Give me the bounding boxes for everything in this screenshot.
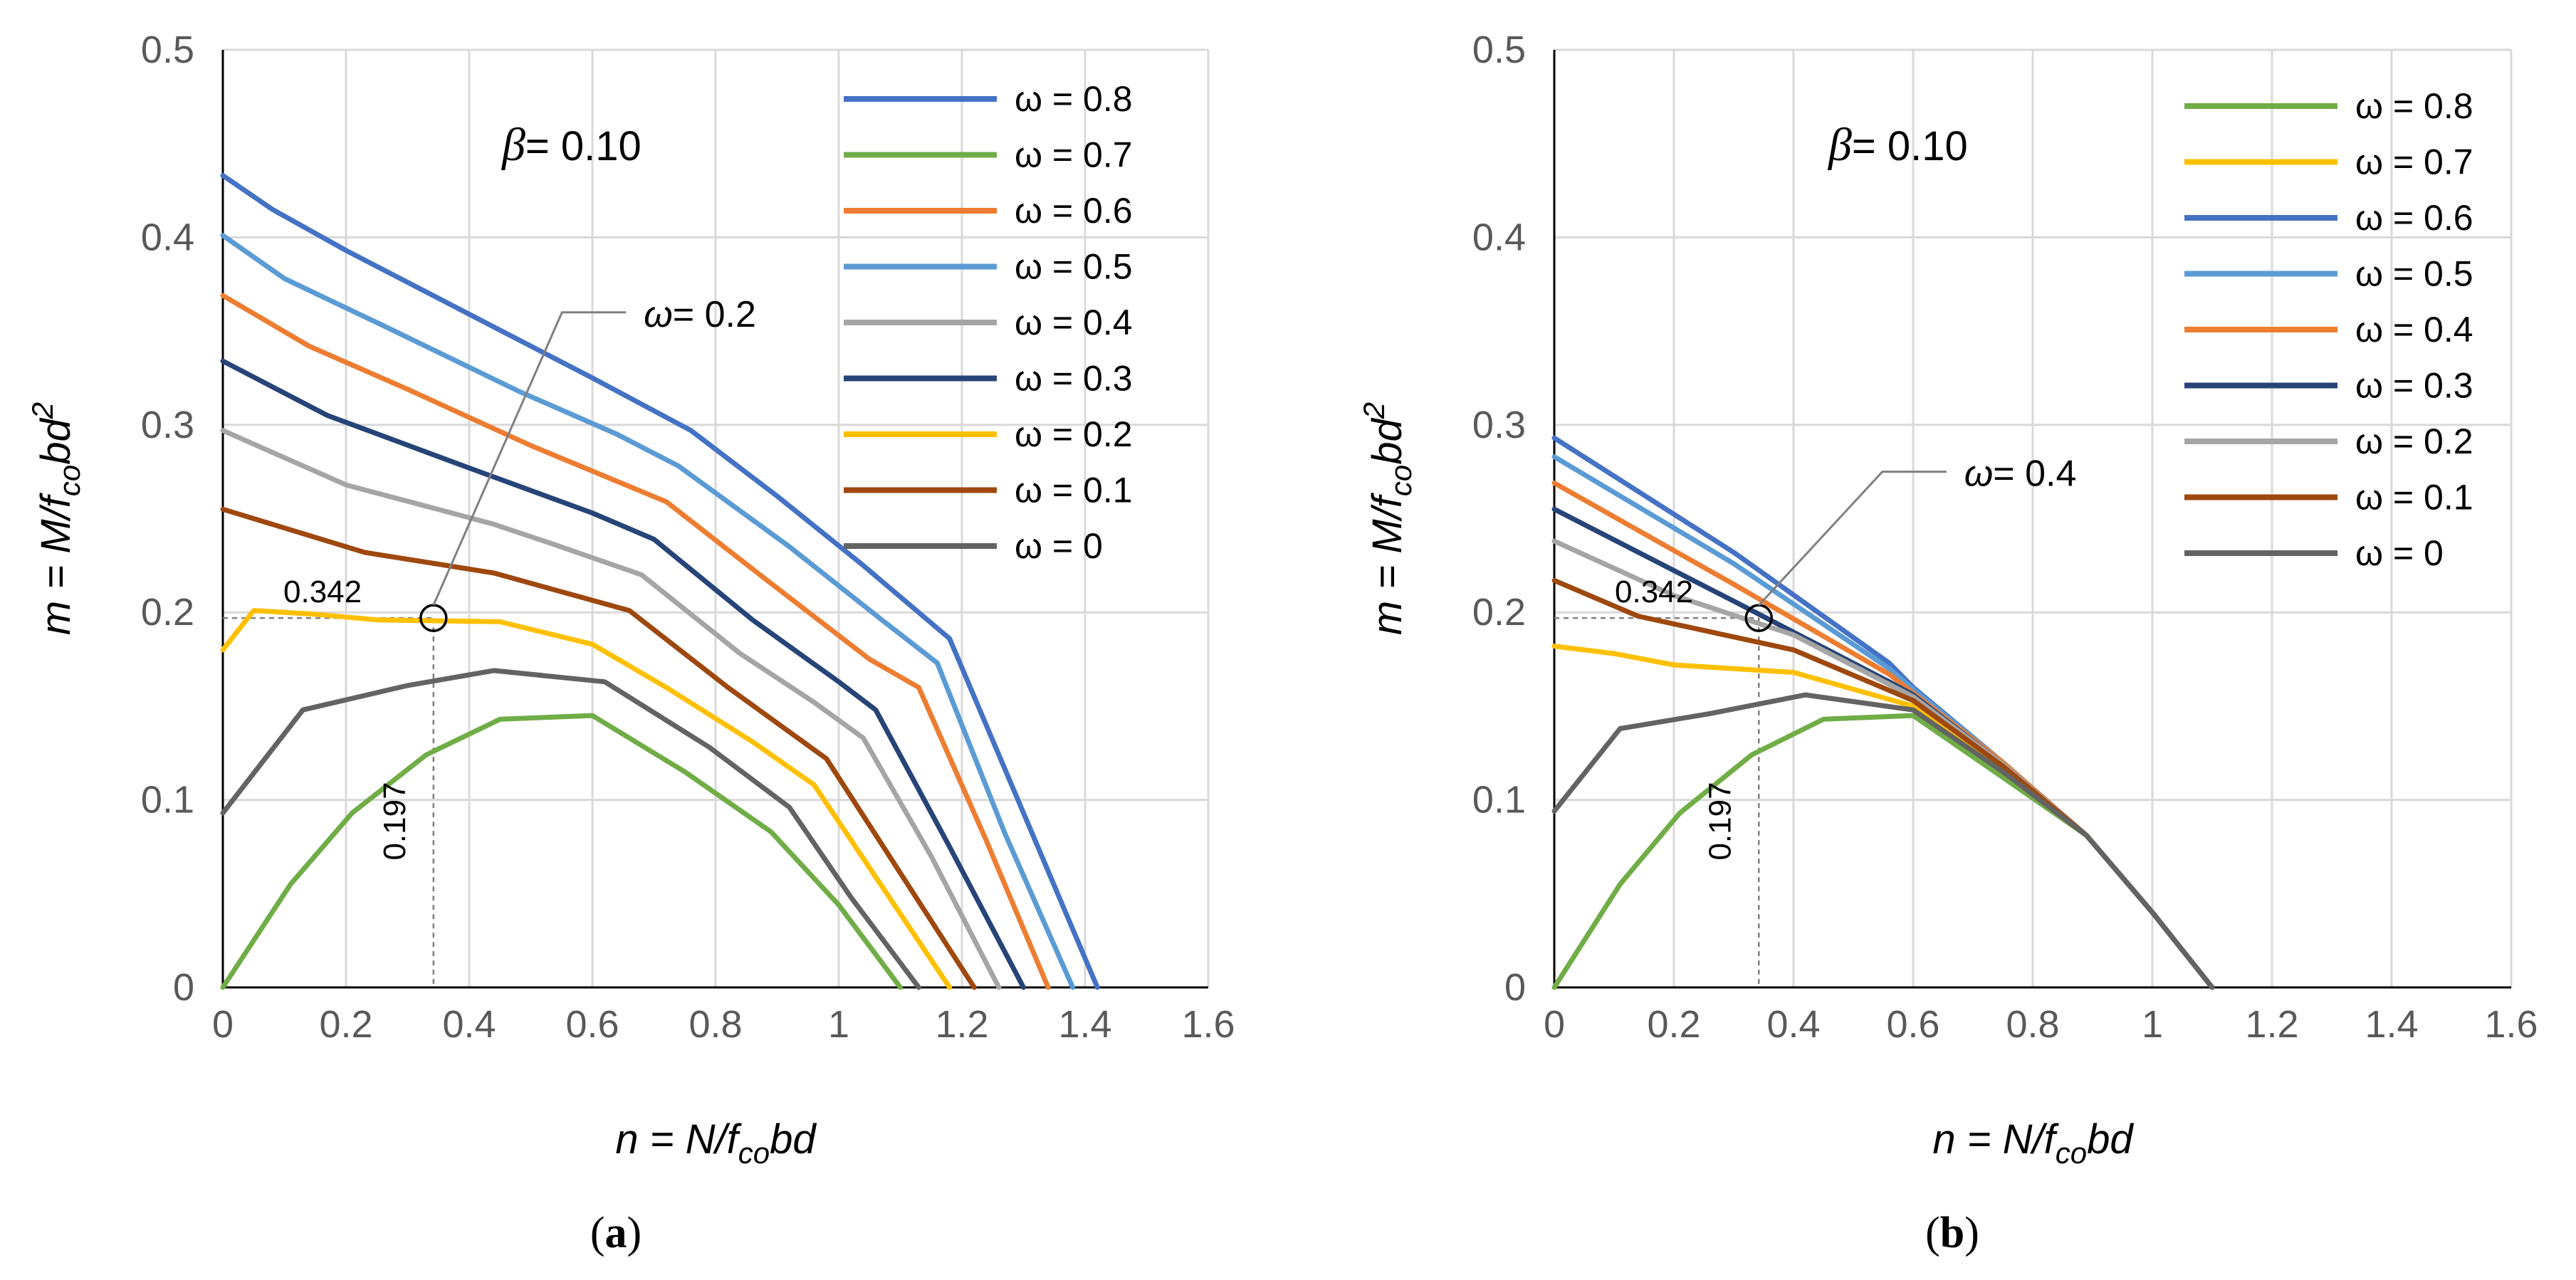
annotation-label: ω= 0.2 [644, 294, 756, 335]
beta-value: = 0.10 [525, 123, 642, 169]
beta-symbol: β [501, 119, 525, 171]
x-tick-label: 1.4 [2365, 1003, 2418, 1046]
y-tick-label: 0 [1504, 966, 1526, 1009]
chart-panel-a: 0 0.2 0.4 0.6 0.8 1 1.2 1.4 1.6 0 0.1 0.2 0.3 0.4 0.5 n… [26, 28, 1235, 1257]
annotation-omega: ω [1964, 453, 1994, 495]
x-tick-label: 0.6 [565, 1003, 619, 1046]
y-tick-label: 0.3 [141, 404, 194, 446]
series-line [220, 608, 953, 990]
legend-entry: ω = 0.8 [2355, 86, 2473, 126]
annotation-label: ω= 0.4 [1964, 453, 2077, 495]
annotation-value: = 0.2 [673, 294, 756, 335]
legend-entry: ω = 0.1 [1015, 471, 1133, 510]
legend-entry: ω = 0.8 [1015, 79, 1133, 119]
y-tick-label: 0.1 [1472, 779, 1526, 822]
x-tick-label: 0.8 [688, 1003, 742, 1046]
series-line [1551, 577, 2215, 990]
series-line [220, 668, 921, 990]
y-tick-label: 0.2 [141, 591, 194, 634]
series-line [220, 713, 903, 990]
legend-entry: ω = 0 [1015, 526, 1103, 566]
beta-label: β= 0.10 [1827, 119, 1968, 171]
beta-label: β= 0.10 [501, 119, 642, 171]
series-line [220, 506, 977, 990]
x-tick-label: 0.8 [2006, 1003, 2059, 1046]
reference-y-label: 0.342 [283, 575, 362, 609]
x-tick-label: 0.4 [1766, 1003, 1820, 1046]
legend-entry: ω = 0.4 [1015, 303, 1133, 342]
x-tick-label: 1 [828, 1003, 849, 1046]
x-tick-label: 0 [212, 1003, 234, 1046]
x-tick-label: 0.4 [442, 1003, 496, 1046]
legend-entry: ω = 0.1 [2355, 478, 2473, 518]
y-axis-title: m = M/fcobd2 [1357, 402, 1418, 635]
series-line [220, 293, 1051, 990]
x-tick-label: 1.2 [935, 1003, 988, 1046]
gridlines [1554, 48, 2513, 987]
legend-entry: ω = 0.3 [1015, 359, 1133, 399]
legend-entry: ω = 0.5 [1015, 247, 1133, 287]
legend-entry: ω = 0.2 [1015, 414, 1133, 454]
legend-entry: ω = 0.7 [2355, 142, 2473, 182]
series-line [1551, 692, 2215, 990]
y-axis-title: m = M/fcobd2 [26, 402, 86, 635]
y-tick-label: 0.2 [1472, 591, 1526, 634]
legend-entry: ω = 0.3 [2355, 366, 2473, 406]
x-tick-label: 1 [2142, 1003, 2163, 1046]
annotation-value: = 0.4 [1993, 453, 2076, 495]
legend-entry: ω = 0.2 [2355, 421, 2473, 461]
reference-y-label: 0.342 [1615, 575, 1693, 609]
series-line [220, 358, 1026, 990]
beta-value: = 0.10 [1852, 123, 1968, 169]
series-line [220, 173, 1100, 990]
legend: ω = 0.8 ω = 0.7 ω = 0.6 ω = 0.5 ω = 0.4 ω = 0… [844, 79, 1133, 566]
y-tick-label: 0.4 [1472, 216, 1526, 258]
legend-entry: ω = 0 [2355, 533, 2444, 573]
reference-x-label: 0.197 [1702, 782, 1737, 860]
legend-entry: ω = 0.6 [2355, 198, 2473, 238]
y-tick-label: 0.1 [141, 779, 194, 822]
series-line [1551, 435, 2215, 990]
x-tick-label: 0.6 [1886, 1003, 1939, 1046]
x-tick-label: 1.6 [2484, 1003, 2538, 1046]
panel-label: (b) [1925, 1209, 1979, 1257]
annotation-omega: ω [644, 294, 673, 335]
x-tick-label: 1.4 [1058, 1003, 1111, 1046]
panel-label: (a) [590, 1209, 642, 1257]
legend-entry: ω = 0.7 [1015, 135, 1133, 175]
gridlines [223, 48, 1210, 987]
y-tick-label: 0 [173, 966, 194, 1009]
series-line [1551, 713, 2215, 990]
y-tick-label: 0.3 [1472, 404, 1526, 446]
series-line [1551, 644, 2215, 990]
reference-lines [223, 617, 435, 987]
x-axis-title: n = N/fcobd [1932, 1116, 2134, 1170]
x-tick-label: 1.2 [2245, 1003, 2298, 1046]
series-line [220, 428, 1002, 990]
x-tick-label: 0.2 [1647, 1003, 1700, 1046]
legend-entry: ω = 0.5 [2355, 254, 2473, 294]
series-line [220, 233, 1076, 990]
x-tick-label: 1.6 [1181, 1003, 1235, 1046]
reference-x-label: 0.197 [377, 782, 412, 860]
x-tick-label: 0.2 [319, 1003, 372, 1046]
legend-entry: ω = 0.4 [2355, 310, 2473, 350]
legend: ω = 0.8 ω = 0.7 ω = 0.6 ω = 0.5 ω = 0.4 ω = 0… [2184, 86, 2473, 573]
beta-symbol: β [1827, 119, 1852, 171]
y-tick-label: 0.4 [141, 216, 194, 258]
chart-panel-b: 0 0.2 0.4 0.6 0.8 1 1.2 1.4 1.6 0 0.1 0.2 0.3 0.4 0.5 n… [1357, 28, 2538, 1257]
annotation-leader-line [1758, 471, 1947, 607]
x-tick-label: 0 [1544, 1003, 1565, 1046]
annotation-leader-line [432, 311, 627, 606]
y-tick-label: 0.5 [1472, 28, 1526, 71]
legend-entry: ω = 0.6 [1015, 191, 1133, 231]
x-axis-title: n = N/fcobd [615, 1116, 817, 1170]
y-tick-label: 0.5 [141, 28, 194, 71]
